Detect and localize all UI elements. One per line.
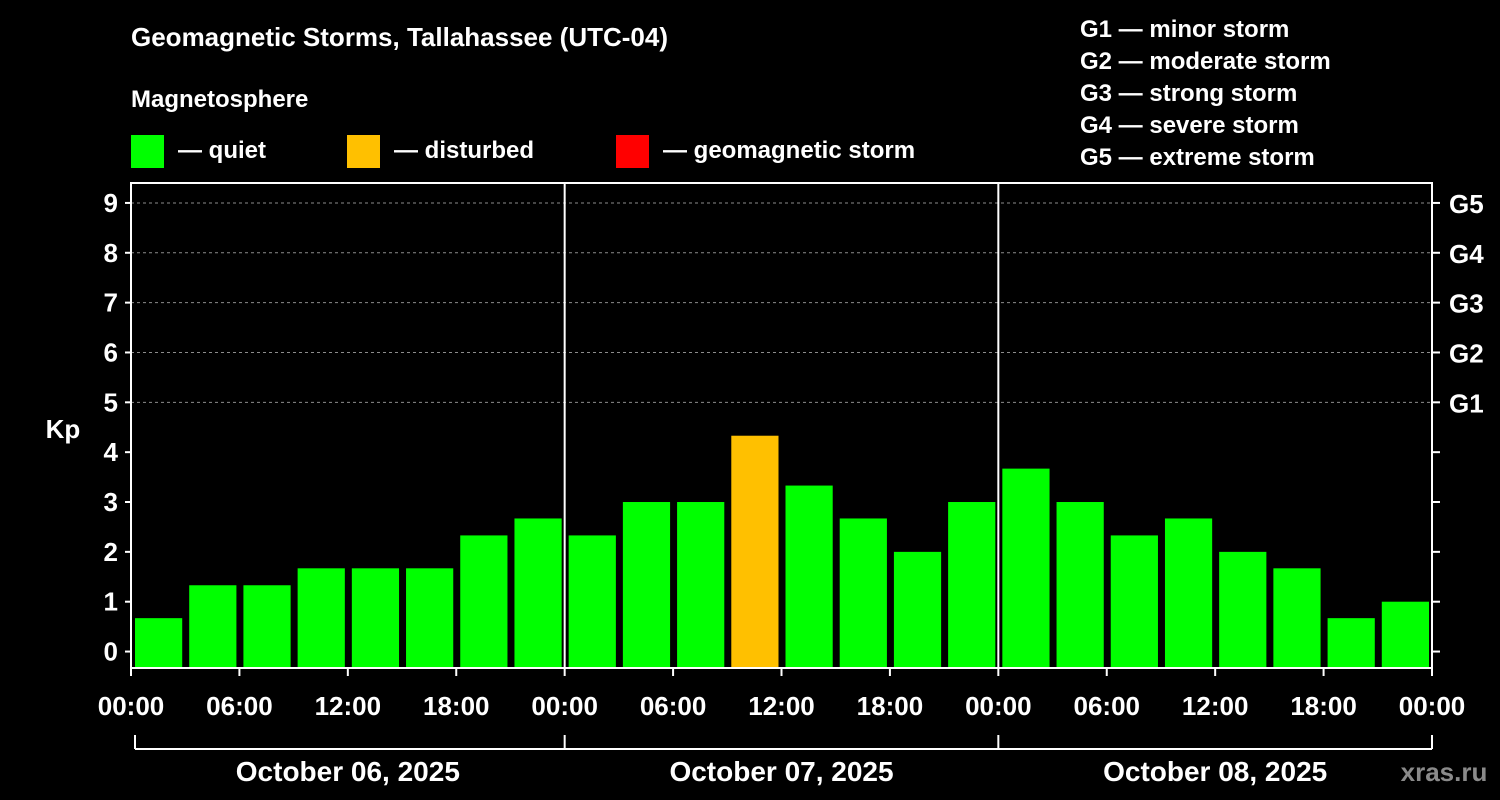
y-tick-label: 2 — [104, 537, 118, 567]
legend-item-disturbed: — disturbed — [347, 134, 534, 168]
disturbed-swatch — [347, 134, 380, 168]
g-scale-item: G2 — moderate storm — [1080, 48, 1331, 75]
quiet-swatch — [131, 134, 164, 168]
kp-bar — [1056, 502, 1104, 668]
kp-bar — [243, 585, 291, 668]
x-tick-label: 18:00 — [423, 691, 490, 721]
kp-bar — [785, 485, 833, 668]
legend-item-quiet: — quiet — [131, 134, 266, 168]
legend-item-storm: — geomagnetic storm — [616, 134, 915, 168]
x-tick-label: 00:00 — [1399, 691, 1466, 721]
x-tick-label: 12:00 — [1182, 691, 1249, 721]
x-tick-label: 18:00 — [1290, 691, 1357, 721]
kp-bar — [622, 502, 671, 668]
g-scale-item: G5 — extreme storm — [1080, 144, 1315, 171]
kp-bar — [1110, 535, 1158, 668]
kp-bar — [568, 535, 616, 668]
x-tick-label: 00:00 — [965, 691, 1032, 721]
x-tick-label: 12:00 — [315, 691, 382, 721]
storm-swatch — [616, 134, 649, 168]
x-tick-label: 18:00 — [857, 691, 924, 721]
g-level-label: G5 — [1449, 189, 1484, 219]
day-label: October 06, 2025 — [236, 756, 460, 787]
kp-bar — [514, 518, 562, 668]
y-tick-label: 3 — [104, 487, 118, 517]
kp-bar — [351, 568, 400, 668]
g-scale-item: G4 — severe storm — [1080, 112, 1299, 139]
kp-bar — [1219, 551, 1267, 668]
x-tick-label: 06:00 — [1074, 691, 1141, 721]
kp-bar — [731, 435, 779, 668]
legend-label-disturbed: — disturbed — [394, 137, 535, 164]
g-scale-item: G1 — minor storm — [1080, 16, 1290, 43]
y-axis-label: Kp — [46, 414, 81, 444]
y-tick-label: 8 — [104, 238, 118, 268]
g-scale-legend: G1 — minor storm G2 — moderate storm G3 … — [1080, 14, 1331, 174]
watermark: xras.ru — [1401, 757, 1488, 787]
kp-bar — [406, 568, 454, 668]
g-level-label: G4 — [1449, 239, 1484, 269]
y-tick-label: 6 — [104, 337, 118, 367]
x-tick-label: 06:00 — [640, 691, 707, 721]
kp-bar — [677, 502, 725, 668]
day-label: October 07, 2025 — [669, 756, 893, 787]
y-tick-label: 1 — [104, 587, 118, 617]
bar-layer — [135, 435, 1429, 668]
y-tick-label: 7 — [104, 288, 118, 318]
axis-layer: 0 1 2 3 4 5 6 7 8 9 G1 G2 G3 G4 G5 00:00 06:00 12:00 18:00… — [98, 182, 1484, 787]
kp-bar — [135, 618, 183, 668]
chart-title: Geomagnetic Storms, Tallahassee (UTC-04) — [131, 22, 669, 52]
legend-heading: Magnetosphere — [131, 86, 309, 113]
kp-bar — [948, 502, 996, 668]
y-tick-label: 4 — [104, 437, 119, 467]
legend-label-quiet: — quiet — [178, 137, 266, 164]
g-level-label: G1 — [1449, 388, 1484, 418]
g-scale-item: G3 — strong storm — [1080, 80, 1298, 107]
kp-bar — [1273, 568, 1321, 668]
kp-bar — [839, 518, 887, 668]
y-tick-label: 5 — [104, 387, 118, 417]
kp-bar — [893, 551, 942, 668]
x-tick-label: 12:00 — [748, 691, 815, 721]
kp-bar — [1164, 518, 1213, 668]
grid-layer — [131, 202, 1432, 403]
kp-bar — [1381, 601, 1429, 668]
y-tick-label: 9 — [104, 188, 118, 218]
x-tick-label: 06:00 — [206, 691, 273, 721]
g-level-label: G2 — [1449, 338, 1484, 368]
x-tick-label: 00:00 — [531, 691, 598, 721]
kp-bar — [460, 535, 508, 668]
y-tick-label: 0 — [104, 637, 118, 667]
x-tick-label: 00:00 — [98, 691, 165, 721]
kp-bar — [297, 568, 345, 668]
day-label: October 08, 2025 — [1103, 756, 1327, 787]
legend-label-storm: — geomagnetic storm — [663, 137, 916, 164]
g-level-label: G3 — [1449, 289, 1484, 319]
kp-bar — [189, 585, 237, 668]
kp-bar — [1327, 618, 1375, 668]
kp-bar — [1002, 468, 1050, 668]
